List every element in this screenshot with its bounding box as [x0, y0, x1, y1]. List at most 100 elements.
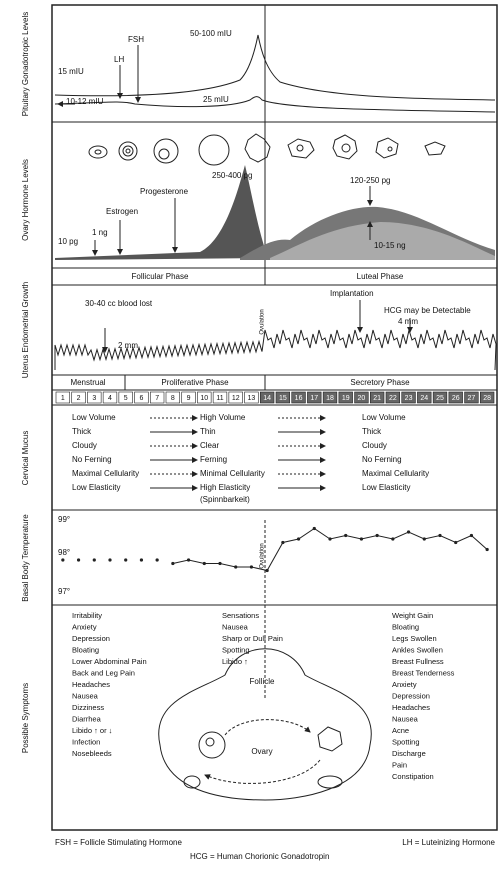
- symptom: Pain: [392, 760, 407, 769]
- day-number: 21: [373, 395, 381, 402]
- day-number: 22: [389, 395, 397, 402]
- footer: HCG = Human Chorionic Gonadotropin: [190, 852, 329, 861]
- phase: Luteal Phase: [357, 272, 404, 281]
- mucus-item: Ferning: [200, 455, 227, 464]
- symptom: Breast Fullness: [392, 657, 444, 666]
- symptom: Headaches: [72, 680, 110, 689]
- panel-title: Uterus Endometrial Growth: [21, 282, 30, 378]
- panel-title: Cervical Mucus: [21, 431, 30, 486]
- day-number: 1: [61, 395, 65, 402]
- day-number: 19: [342, 395, 350, 402]
- label: 30-40 cc blood lost: [85, 299, 153, 308]
- symptom: Sharp or Dull Pain: [222, 634, 283, 643]
- bbt-point: [391, 537, 394, 540]
- day-number: 26: [452, 395, 460, 402]
- mucus-item: No Ferning: [72, 455, 112, 464]
- mucus-item: Low Volume: [72, 413, 116, 422]
- day-number: 13: [248, 395, 256, 402]
- symptom: Nausea: [392, 714, 419, 723]
- bbt-point: [93, 558, 96, 561]
- symptom: Anxiety: [392, 680, 417, 689]
- symptom: Lower Abdominal Pain: [72, 657, 147, 666]
- diagram-label: Ovary: [251, 747, 272, 756]
- bbt-point: [156, 558, 159, 561]
- diagram-label: Follicle: [250, 677, 275, 686]
- label: 250-400 pg: [212, 171, 252, 180]
- label: HCG may be Detectable: [384, 306, 471, 315]
- symptom: Breast Tenderness: [392, 668, 455, 677]
- mucus-item: Thick: [72, 427, 92, 436]
- bbt-point: [266, 569, 269, 572]
- label: 1 ng: [92, 228, 108, 237]
- symptom: Dizziness: [72, 703, 104, 712]
- mucus-item: Maximal Cellularity: [362, 469, 429, 478]
- temp-scale: 98°: [58, 548, 70, 557]
- ovulation-label: Ovulation: [260, 543, 266, 568]
- symptom: Weight Gain: [392, 611, 433, 620]
- mucus-item: Low Elasticity: [72, 483, 120, 492]
- label: 50-100 mIU: [190, 29, 232, 38]
- symptom: Irritability: [72, 611, 102, 620]
- day-number: 17: [310, 395, 318, 402]
- symptom: Depression: [392, 691, 430, 700]
- label: 2 mm: [118, 341, 138, 350]
- symptom: Nausea: [222, 622, 249, 631]
- phase: Secretory Phase: [350, 378, 410, 387]
- day-number: 28: [483, 395, 491, 402]
- day-number: 23: [405, 395, 413, 402]
- bbt-point: [250, 565, 253, 568]
- panel-title: Possible Symptoms: [21, 683, 30, 753]
- day-number: 14: [263, 395, 271, 402]
- day-number: 20: [358, 395, 366, 402]
- bbt-point: [360, 537, 363, 540]
- day-number: 7: [155, 395, 159, 402]
- panel-title: Basal Body Temperature: [21, 514, 30, 602]
- symptom: Bloating: [392, 622, 419, 631]
- bbt-point: [61, 558, 64, 561]
- bbt-point: [281, 541, 284, 544]
- lh-curve: [55, 35, 495, 100]
- footer: FSH = Follicle Stimulating Hormone: [55, 838, 182, 847]
- symptom: Headaches: [392, 703, 430, 712]
- day-number: 6: [139, 395, 143, 402]
- bbt-point: [486, 548, 489, 551]
- mucus-item: Thick: [362, 427, 382, 436]
- bbt-point: [470, 534, 473, 537]
- bbt-point: [297, 537, 300, 540]
- panel-title: Pituitary Gonadotropic Levels: [21, 12, 30, 117]
- bbt-point: [234, 565, 237, 568]
- mucus-item: Low Volume: [362, 413, 406, 422]
- bbt-point: [376, 534, 379, 537]
- symptom: Legs Swollen: [392, 634, 437, 643]
- bbt-point: [218, 562, 221, 565]
- label: 10-15 ng: [374, 241, 406, 250]
- symptom: Acne: [392, 726, 409, 735]
- day-number: 4: [108, 395, 112, 402]
- label: LH: [114, 55, 124, 64]
- follicles: [89, 134, 445, 165]
- label: Ovulation: [260, 309, 266, 334]
- symptom: Back and Leg Pain: [72, 668, 135, 677]
- bbt-point: [77, 558, 80, 561]
- label: 10 pg: [58, 237, 78, 246]
- mucus-item: Cloudy: [72, 441, 97, 450]
- menstrual-cycle-diagram: Pituitary Gonadotropic Levels Ovary Horm…: [0, 0, 500, 869]
- label: 10-12 mIU: [66, 97, 104, 106]
- frame: [52, 5, 497, 830]
- label: Implantation: [330, 289, 374, 298]
- phase: Follicular Phase: [132, 272, 189, 281]
- bbt-point: [344, 534, 347, 537]
- mucus-lists: Low Volume Thick Cloudy No Ferning Maximal C…: [72, 413, 429, 492]
- symptom: Bloating: [72, 645, 99, 654]
- day-number: 24: [420, 395, 428, 402]
- bbt-chart: [61, 527, 488, 572]
- footer: LH = Luteinizing Hormone: [402, 838, 495, 847]
- bbt-point: [108, 558, 111, 561]
- mucus-item: Cloudy: [362, 441, 387, 450]
- day-number: 15: [279, 395, 287, 402]
- mucus-note: (Spinnbarkeit): [200, 495, 250, 504]
- label: Progesterone: [140, 187, 189, 196]
- day-number: 18: [326, 395, 334, 402]
- bbt-point: [171, 562, 174, 565]
- mucus-item: Maximal Cellularity: [72, 469, 139, 478]
